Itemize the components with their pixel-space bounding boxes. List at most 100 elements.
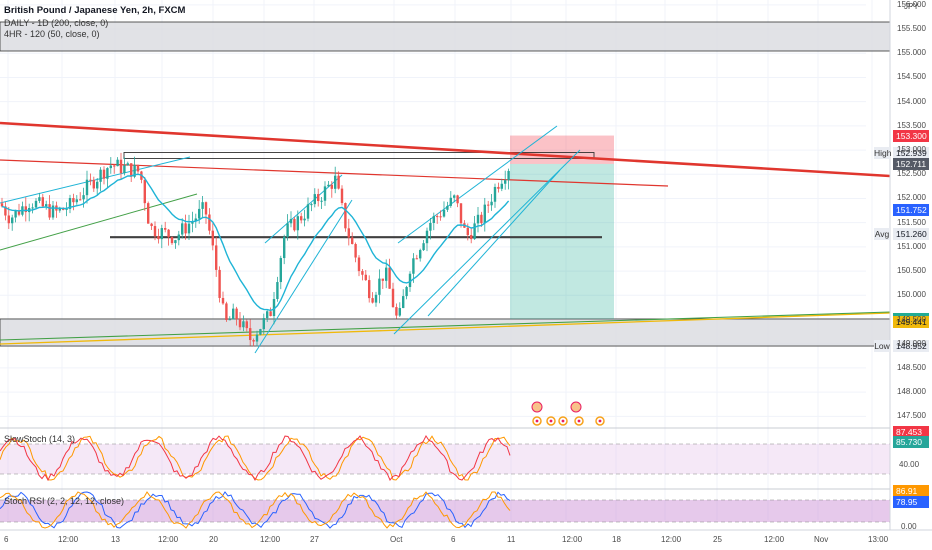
candle-body xyxy=(130,163,133,177)
candle-body xyxy=(31,207,34,209)
candle-body xyxy=(133,164,136,177)
stoch-tick-label: 40.00 xyxy=(899,460,920,469)
time-tick-label: 27 xyxy=(310,535,319,544)
event-dot xyxy=(598,419,602,423)
ma-4hr-line xyxy=(1,173,510,312)
candle-body xyxy=(432,216,435,223)
candle-body xyxy=(415,258,418,260)
price-badge: 152.711 xyxy=(893,158,929,171)
price-badge: 153.300 xyxy=(893,129,929,142)
candle-body xyxy=(317,194,320,202)
candle-body xyxy=(150,223,153,227)
candle-body xyxy=(79,199,82,201)
candle-body xyxy=(252,340,255,342)
rsi-k-line xyxy=(0,491,511,529)
candle-body xyxy=(38,197,41,201)
candle-body xyxy=(153,226,157,237)
candle-body xyxy=(323,186,327,201)
price-tick-label: 151.500 xyxy=(897,217,926,227)
chart-title: British Pound / Japanese Yen, 2h, FXCM xyxy=(4,5,186,16)
time-tick-label: 12:00 xyxy=(158,535,179,544)
candle-body xyxy=(368,280,371,299)
time-tick-label: 12:00 xyxy=(661,535,682,544)
event-icon xyxy=(570,401,582,413)
time-tick-label: 18 xyxy=(612,535,621,544)
candle-body xyxy=(330,184,333,189)
candle-body xyxy=(164,228,167,230)
price-badge: 151.752 xyxy=(893,204,929,217)
candle-body xyxy=(75,199,78,203)
candle-body xyxy=(255,334,259,342)
candle-body xyxy=(160,228,163,240)
candle-body xyxy=(262,318,265,330)
candle-body xyxy=(283,236,286,259)
candle-body xyxy=(446,205,449,210)
candle-body xyxy=(436,216,439,218)
stoch-k-line xyxy=(0,435,511,481)
candle-body xyxy=(198,208,201,219)
price-tick-label: 148.500 xyxy=(897,362,926,372)
candle-body xyxy=(113,165,116,167)
candle-body xyxy=(14,210,17,218)
price-tick-label: 149.500 xyxy=(897,314,926,324)
candle-body xyxy=(490,201,493,206)
candle-body xyxy=(116,159,119,167)
candle-body xyxy=(344,203,347,229)
candle-body xyxy=(41,197,44,207)
candle-body xyxy=(119,159,123,174)
main-trendline xyxy=(0,121,891,178)
candle-body xyxy=(371,298,374,303)
candle-body xyxy=(208,214,211,231)
candle-body xyxy=(92,179,95,189)
candle-body xyxy=(235,308,238,320)
green-trendline xyxy=(0,311,891,341)
candle-body xyxy=(181,223,184,235)
time-tick-label: 12:00 xyxy=(764,535,785,544)
candle-body xyxy=(361,271,364,275)
time-tick-label: Oct xyxy=(390,535,403,544)
candle-body xyxy=(68,198,72,209)
price-tick-label: 155.500 xyxy=(897,24,926,34)
candle-body xyxy=(453,195,456,198)
support-zone-box xyxy=(0,318,891,347)
time-tick-label: 12:00 xyxy=(58,535,79,544)
candle-body xyxy=(497,186,500,189)
price-badge: 148.952 xyxy=(893,340,929,353)
candle-body xyxy=(157,236,160,240)
candle-body xyxy=(429,222,432,231)
resistance-rectangle xyxy=(123,152,595,159)
candle-body xyxy=(286,223,289,237)
price-tick-label: 156.000 xyxy=(897,0,926,9)
candle-body xyxy=(439,216,442,218)
time-tick-label: 6 xyxy=(451,535,456,544)
candle-body xyxy=(17,210,21,215)
oscillator-badge: 87.453 xyxy=(893,426,929,438)
candle-body xyxy=(340,188,344,204)
rsi-tick-label: 0.00 xyxy=(901,522,917,531)
candle-body xyxy=(408,273,412,288)
price-tick-label: 154.500 xyxy=(897,72,926,82)
channel-line xyxy=(0,193,198,251)
price-tick-label: 154.000 xyxy=(897,96,926,106)
candle-body xyxy=(500,183,503,189)
candle-body xyxy=(293,218,296,231)
candle-body xyxy=(320,200,323,202)
candle-body xyxy=(211,230,214,246)
candle-body xyxy=(337,175,340,189)
candle-body xyxy=(381,278,384,281)
candle-body xyxy=(507,170,510,181)
time-tick-label: 12:00 xyxy=(260,535,281,544)
candle-body xyxy=(58,208,61,211)
candle-body xyxy=(102,169,106,179)
candle-body xyxy=(82,195,85,200)
candle-body xyxy=(493,186,497,202)
candle-body xyxy=(456,195,459,204)
candle-body xyxy=(228,319,231,321)
time-tick-label: Nov xyxy=(814,535,829,544)
candle-body xyxy=(266,311,269,319)
candle-body xyxy=(476,214,480,224)
time-tick-label: 11 xyxy=(507,535,516,544)
candle-body xyxy=(232,308,235,320)
